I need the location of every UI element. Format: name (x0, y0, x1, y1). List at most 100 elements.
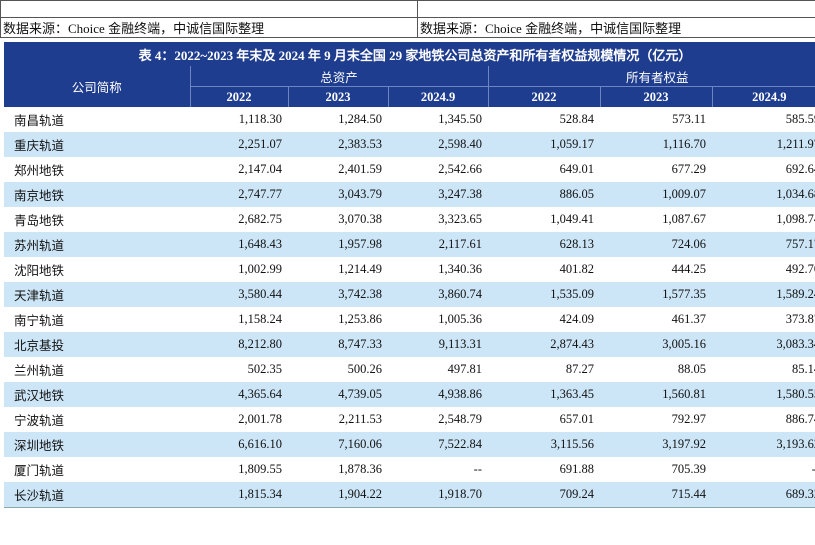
value-cell: 502.35 (247, 362, 282, 376)
source-note: 数据来源：Choice 金融终端，中诚信国际整理 (417, 17, 815, 38)
year-header: 2023 (599, 86, 712, 107)
value-cell: 1,340.36 (438, 262, 482, 276)
year-row: 2022 2023 2024.9 2022 2023 2024.9 (4, 86, 815, 107)
value-cell: 1,009.07 (600, 182, 712, 207)
value-cell: 689.32 (712, 482, 815, 508)
value-cell: 757.17 (712, 232, 815, 257)
year-header: 2024.9 (711, 86, 815, 107)
value-cell: 9,113.31 (388, 332, 488, 357)
value-cell: 2,548.79 (438, 412, 482, 426)
value-cell: 2,147.04 (238, 162, 282, 176)
value-cell: 1,211.97 (712, 132, 815, 157)
value-cell: 1,158.24 (238, 312, 282, 326)
value-cell: 2,401.59 (338, 162, 382, 176)
value-cell: 1,284.50 (338, 112, 382, 126)
name-header: 公司简称 (4, 66, 190, 107)
data-row: 武汉地铁 4,365.64 4,739.05 4,938.86 1,363.45 1,56… (4, 382, 815, 407)
value-cell: 424.09 (559, 312, 594, 326)
value-cell: 792.97 (671, 412, 706, 426)
company-name: 重庆轨道 (4, 132, 190, 157)
value-cell: 3,083.34 (712, 332, 815, 357)
data-row: 北京基投 8,212.80 8,747.33 9,113.31 2,874.43 3,00… (4, 332, 815, 357)
data-row: 厦门轨道 1,809.55 1,878.36 -- 691.88 705.39 -- (4, 457, 815, 482)
company-name: 兰州轨道 (14, 364, 65, 378)
value-cell: 2,383.53 (288, 132, 388, 157)
value-cell: 1,363.45 (488, 382, 600, 407)
company-name: 武汉地铁 (4, 382, 190, 407)
value-cell: 401.82 (559, 262, 594, 276)
value-cell: 497.81 (447, 362, 482, 376)
value-cell: 1,098.74 (776, 212, 815, 226)
company-name: 北京基投 (4, 332, 190, 357)
year-header: 2023 (287, 86, 388, 107)
value-cell: 886.74 (785, 412, 815, 426)
data-row: 南昌轨道 1,118.30 1,284.50 1,345.50 528.84 573.11… (4, 107, 815, 132)
value-cell: 1,560.81 (600, 382, 712, 407)
value-cell: 88.05 (677, 362, 706, 376)
data-row: 郑州地铁 2,147.04 2,401.59 2,542.66 649.01 677.29… (4, 157, 815, 182)
value-cell: 2,001.78 (238, 412, 282, 426)
value-cell: 3,070.38 (338, 212, 382, 226)
value-cell: 1,918.70 (388, 482, 488, 508)
value-cell: 1,580.55 (712, 382, 815, 407)
company-name: 南京地铁 (4, 182, 190, 207)
value-cell: 886.05 (488, 182, 600, 207)
data-row: 南宁轨道 1,158.24 1,253.86 1,005.36 424.09 461.37… (4, 307, 815, 332)
year-header: 2024.9 (387, 86, 488, 107)
company-name: 宁波轨道 (14, 414, 65, 428)
value-cell: -- (712, 457, 815, 482)
value-cell: 573.11 (672, 112, 706, 126)
value-cell: 2,542.66 (438, 162, 482, 176)
data-row: 重庆轨道 2,251.07 2,383.53 2,598.40 1,059.17 1,11… (4, 132, 815, 157)
value-cell: 1,034.68 (712, 182, 815, 207)
source-note: 数据来源：Choice 金融终端，中诚信国际整理 (0, 17, 418, 38)
value-cell: 8,747.33 (288, 332, 388, 357)
year-header: 2022 (487, 86, 600, 107)
value-cell: 628.13 (488, 232, 600, 257)
data-row: 长沙轨道 1,815.34 1,904.22 1,918.70 709.24 715.44… (4, 482, 815, 508)
data-row: 苏州轨道 1,648.43 1,957.98 2,117.61 628.13 724.06… (4, 232, 815, 257)
value-cell: 692.64 (785, 162, 815, 176)
table-title: 表 4：2022~2023 年末及 2024 年 9 月末全国 29 家地铁公司… (4, 42, 815, 66)
value-cell: 1,589.24 (712, 282, 815, 307)
value-cell: 528.84 (559, 112, 594, 126)
data-row: 深圳地铁 6,616.10 7,160.06 7,522.84 3,115.56 3,19… (4, 432, 815, 457)
cut-cell (0, 0, 418, 18)
value-cell: 1,116.70 (600, 132, 712, 157)
value-cell: 649.01 (559, 162, 594, 176)
data-row: 天津轨道 3,580.44 3,742.38 3,860.74 1,535.09 1,57… (4, 282, 815, 307)
data-table: 表 4：2022~2023 年末及 2024 年 9 月末全国 29 家地铁公司… (4, 42, 815, 508)
value-cell: 3,193.62 (712, 432, 815, 457)
value-cell: 705.39 (671, 462, 706, 476)
value-cell: 585.59 (785, 112, 815, 126)
value-cell: 3,742.38 (288, 282, 388, 307)
data-row: 兰州轨道 502.35 500.26 497.81 87.27 88.05 85.14 (4, 357, 815, 382)
value-cell: 715.44 (600, 482, 712, 508)
value-cell: 677.29 (671, 162, 706, 176)
company-name: 长沙轨道 (4, 482, 190, 508)
value-cell: 2,251.07 (190, 132, 288, 157)
value-cell: 85.14 (791, 362, 815, 376)
value-cell: 1,059.17 (488, 132, 600, 157)
value-cell: 691.88 (559, 462, 594, 476)
value-cell: 4,365.64 (190, 382, 288, 407)
value-cell: 1,535.09 (488, 282, 600, 307)
cut-cell (417, 0, 815, 18)
company-name: 深圳地铁 (4, 432, 190, 457)
value-cell: 3,323.65 (438, 212, 482, 226)
company-name: 沈阳地铁 (14, 264, 65, 278)
data-row: 沈阳地铁 1,002.99 1,214.49 1,340.36 401.82 444.25… (4, 257, 815, 282)
value-cell: 6,616.10 (190, 432, 288, 457)
value-cell: 2,874.43 (488, 332, 600, 357)
value-cell: 1,648.43 (190, 232, 288, 257)
value-cell: 3,197.92 (600, 432, 712, 457)
value-cell: 724.06 (600, 232, 712, 257)
data-row: 青岛地铁 2,682.75 3,070.38 3,323.65 1,049.41 1,08… (4, 207, 815, 232)
value-cell: 1,214.49 (338, 262, 382, 276)
value-cell: 657.01 (559, 412, 594, 426)
value-cell: 7,160.06 (288, 432, 388, 457)
value-cell: 444.25 (671, 262, 706, 276)
value-cell: 1,002.99 (238, 262, 282, 276)
value-cell: 2,682.75 (238, 212, 282, 226)
